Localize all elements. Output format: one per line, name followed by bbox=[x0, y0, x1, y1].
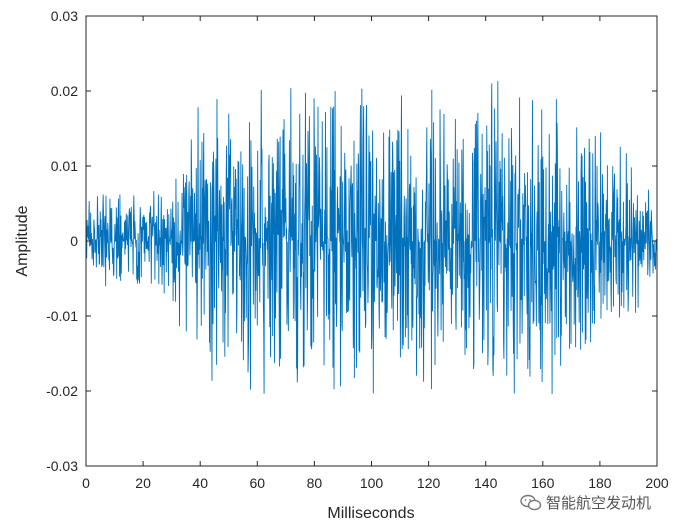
x-tick-label: 140 bbox=[474, 475, 498, 491]
x-tick-label: 80 bbox=[307, 475, 323, 491]
watermark-text: 智能航空发动机 bbox=[546, 494, 652, 512]
signal-series-line bbox=[86, 81, 657, 395]
watermark: 智能航空发动机 bbox=[520, 492, 651, 513]
plot-area bbox=[85, 15, 658, 467]
y-tick-label: 0.03 bbox=[51, 8, 78, 24]
y-tick-label: -0.03 bbox=[46, 458, 78, 474]
x-tick-label: 40 bbox=[192, 475, 208, 491]
y-tick-label: 0.02 bbox=[51, 83, 78, 99]
x-tick-label: 100 bbox=[360, 475, 384, 491]
y-tick-label: 0.01 bbox=[51, 158, 78, 174]
x-tick-label: 160 bbox=[531, 475, 555, 491]
y-tick-label: -0.01 bbox=[46, 308, 78, 324]
y-axis-title: Amplitude bbox=[14, 205, 31, 276]
y-axis: -0.03 -0.02 -0.01 0 0.01 0.02 0.03 bbox=[46, 8, 657, 474]
y-tick-label: -0.02 bbox=[46, 383, 78, 399]
x-tick-label: 0 bbox=[82, 475, 90, 491]
x-tick-label: 200 bbox=[645, 475, 669, 491]
x-tick-label: 20 bbox=[135, 475, 151, 491]
x-axis-title: Milliseconds bbox=[327, 505, 414, 522]
y-tick-label: 0 bbox=[70, 233, 78, 249]
x-axis: 0 20 40 60 80 100 120 140 160 180 200 bbox=[82, 16, 669, 491]
x-tick-label: 120 bbox=[417, 475, 441, 491]
wechat-icon bbox=[520, 494, 542, 510]
x-tick-label: 60 bbox=[250, 475, 266, 491]
x-tick-label: 180 bbox=[588, 475, 612, 491]
